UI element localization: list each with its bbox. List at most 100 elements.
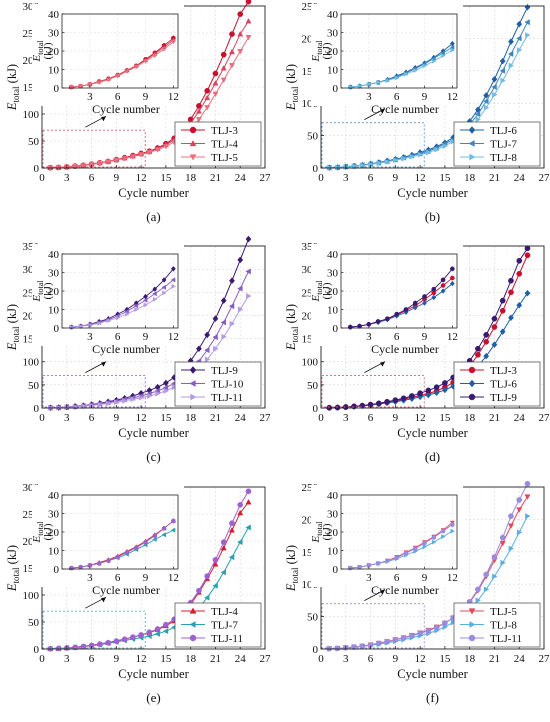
zoom-box — [321, 375, 425, 408]
legend-label: TLJ-6 — [490, 125, 517, 137]
data-point — [245, 524, 251, 531]
data-point — [245, 34, 252, 41]
inset-data-point — [422, 294, 427, 299]
data-point — [195, 117, 202, 123]
data-point — [246, 292, 252, 300]
data-point — [229, 520, 235, 527]
y-tick-label: 0 — [34, 644, 40, 656]
x-tick-label: 21 — [489, 412, 500, 424]
data-point — [516, 529, 523, 536]
data-point — [334, 404, 341, 411]
data-point — [417, 151, 424, 158]
data-point — [121, 636, 128, 643]
y-axis-label-unit: (kJ) — [284, 64, 298, 87]
data-point — [196, 587, 202, 594]
inset-y-tick-label: 0 — [54, 83, 60, 95]
y-axis-label-sub: total — [290, 567, 300, 583]
y-tick-label: 50 — [307, 380, 319, 392]
x-tick-label: 3 — [343, 172, 349, 184]
data-point — [229, 31, 235, 37]
inset-data-point — [449, 280, 455, 287]
data-point — [55, 645, 62, 652]
inset-data-point — [124, 550, 130, 555]
panel-caption: (f) — [426, 690, 439, 705]
inset-data-point — [422, 540, 427, 546]
inset-y-tick-label: 30 — [327, 268, 339, 280]
inset-y-tick-label: 10 — [327, 305, 339, 317]
panel-caption: (e) — [146, 690, 160, 705]
inset-y-label-unit: (kJ) — [321, 42, 333, 59]
legend-marker — [189, 139, 197, 147]
legend-marker — [189, 366, 197, 374]
data-point — [220, 544, 227, 551]
data-point — [96, 641, 103, 647]
x-tick-label: 0 — [318, 653, 324, 665]
inset-y-tick-label: 0 — [333, 564, 339, 576]
series-tlj-11 — [326, 480, 531, 652]
series-tlj-8 — [326, 32, 531, 171]
y-tick-label: 100 — [23, 590, 40, 602]
panel-caption: (b) — [425, 209, 440, 224]
data-point — [507, 523, 514, 529]
y-axis-label: Etotal (kJ) — [284, 64, 300, 111]
inset-x-tick-label: 6 — [394, 572, 400, 584]
inset-data-point — [450, 528, 455, 534]
inset-data-point — [347, 324, 353, 330]
y-tick-label: 50 — [307, 131, 319, 143]
data-point — [245, 268, 251, 275]
legend-marker — [189, 607, 197, 614]
data-point — [483, 98, 489, 105]
y-tick-label: 100 — [23, 109, 40, 121]
y-tick-label: 0 — [313, 163, 319, 175]
inset-y-tick-label: 20 — [48, 286, 60, 298]
chart-panel: 0 3 6 9 12 15 18 21 24 27050100150200250300Cycle … — [5, 482, 271, 705]
inset-data-point — [422, 63, 428, 69]
data-point — [491, 83, 497, 91]
inset-data-point — [87, 82, 93, 87]
data-point — [483, 92, 490, 99]
data-point — [204, 356, 211, 363]
x-tick-label: 24 — [514, 653, 526, 665]
data-point — [433, 389, 440, 397]
inset-data-point — [450, 522, 455, 527]
inset-data-point — [134, 306, 139, 313]
x-tick-label: 9 — [114, 412, 120, 424]
arrow-head — [101, 597, 107, 603]
inset-y-label-main: E — [31, 535, 43, 543]
data-point — [393, 157, 399, 164]
inset-data-point — [106, 558, 111, 564]
inset-series-tlj-9 — [347, 266, 455, 330]
data-point — [171, 384, 178, 391]
inset-data-point — [431, 55, 436, 61]
data-point — [375, 400, 382, 407]
data-point — [516, 47, 523, 54]
y-tick-label: 0 — [313, 403, 319, 415]
inset-x-tick-label: 12 — [168, 572, 179, 584]
data-point — [491, 315, 498, 322]
data-point — [245, 235, 252, 243]
inset-data-point — [161, 47, 167, 52]
data-point — [475, 351, 481, 358]
inset-data-point — [431, 535, 437, 540]
inset-x-tick-label: 3 — [366, 572, 372, 584]
data-point — [221, 333, 227, 340]
data-point — [237, 285, 243, 292]
inset-x-tick-label: 9 — [143, 91, 149, 103]
data-point — [474, 111, 481, 118]
inset-data-point — [161, 532, 167, 538]
inset-data-point — [171, 518, 176, 524]
x-tick-label: 18 — [185, 172, 197, 184]
data-point — [146, 629, 153, 636]
legend-marker — [189, 621, 196, 628]
data-point — [384, 398, 390, 405]
legend-marker — [468, 126, 476, 134]
x-axis-label: Cycle number — [397, 186, 468, 200]
data-point — [417, 630, 423, 637]
x-tick-label: 21 — [210, 172, 221, 184]
data-point — [392, 397, 399, 403]
data-point — [524, 289, 531, 297]
data-point — [376, 160, 382, 167]
inset-data-point — [78, 323, 84, 329]
